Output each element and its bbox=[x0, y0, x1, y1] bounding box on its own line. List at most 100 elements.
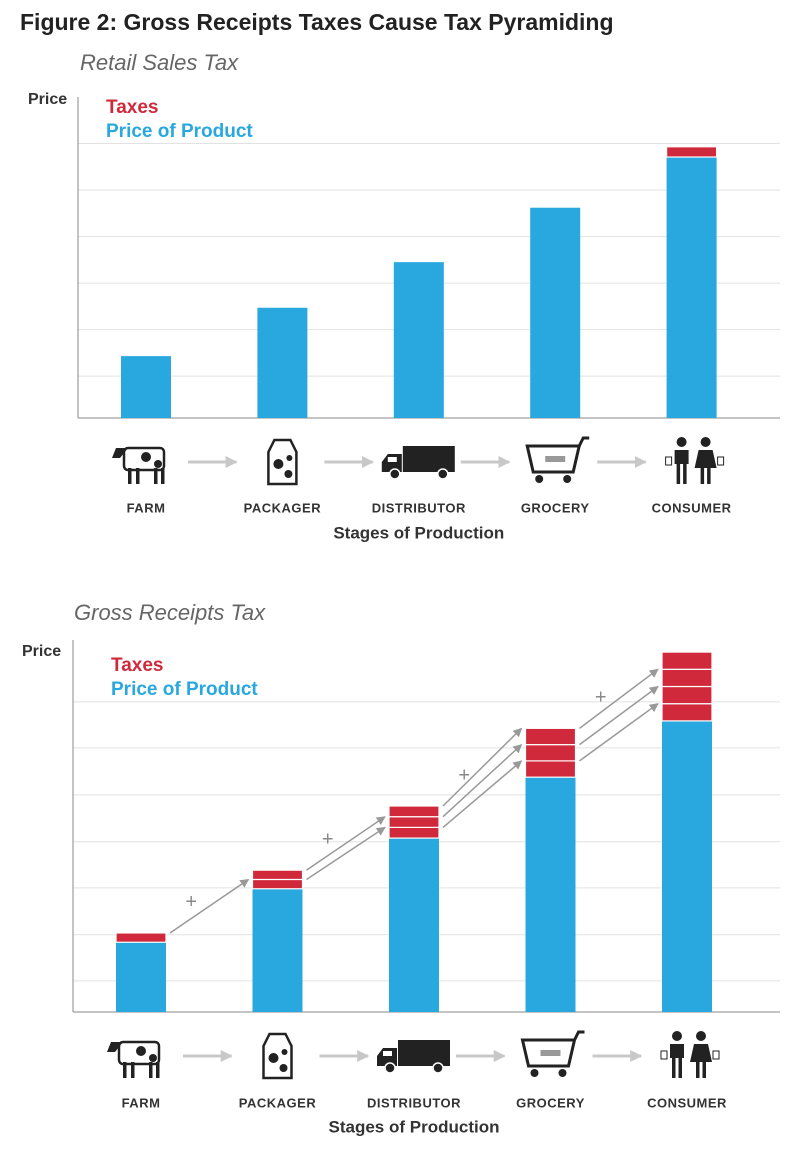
bar-segment bbox=[662, 720, 712, 1012]
stage-icon bbox=[665, 437, 725, 484]
bar-segment bbox=[257, 307, 308, 418]
pyramid-arrow bbox=[169, 878, 250, 934]
icon-part bbox=[665, 456, 673, 466]
icon-part bbox=[696, 1062, 700, 1078]
x-tick-label: PACKAGER bbox=[244, 500, 322, 515]
icon-part bbox=[112, 448, 128, 458]
x-tick-label: GROCERY bbox=[521, 500, 590, 515]
y-axis-label: Price bbox=[22, 643, 61, 660]
icon-part bbox=[670, 1044, 684, 1058]
x-tick-label: CONSUMER bbox=[647, 1095, 727, 1110]
icon-part bbox=[136, 1046, 146, 1056]
icon-part bbox=[535, 475, 544, 483]
pyramid-arrow bbox=[442, 727, 523, 807]
bar-segment bbox=[530, 207, 581, 418]
icon-part bbox=[136, 468, 140, 484]
bar-segment bbox=[524, 744, 577, 762]
x-tick-label: CONSUMER bbox=[652, 500, 732, 515]
x-tick-label: DISTRIBUTOR bbox=[367, 1095, 461, 1110]
bar-segment bbox=[666, 157, 717, 418]
annotation: + bbox=[458, 764, 470, 786]
icon-part bbox=[273, 459, 284, 469]
icon-part bbox=[676, 464, 681, 484]
stage-icon bbox=[660, 1031, 720, 1078]
x-axis-title: Stages of Production bbox=[329, 1117, 500, 1136]
icon-part bbox=[717, 456, 725, 466]
pyramid-arrow bbox=[306, 816, 386, 871]
pyramid-arrow bbox=[442, 760, 523, 828]
legend-entry: Price of Product bbox=[106, 121, 253, 142]
icon-part bbox=[573, 1030, 585, 1041]
icon-part bbox=[281, 1049, 288, 1055]
legend-entry: Price of Product bbox=[111, 679, 258, 700]
bar-segment bbox=[388, 805, 440, 818]
icon-part bbox=[286, 455, 293, 461]
pyramid-arrow bbox=[579, 685, 659, 746]
icon-part bbox=[154, 460, 162, 468]
annotation: + bbox=[322, 828, 334, 850]
stage-icon bbox=[381, 446, 455, 480]
annotation: + bbox=[185, 891, 197, 913]
icon-part bbox=[540, 1050, 561, 1056]
icon-part bbox=[674, 450, 689, 464]
icon-part bbox=[683, 464, 687, 484]
legend-entry: Taxes bbox=[111, 655, 163, 676]
icon-part bbox=[700, 468, 705, 484]
icon-part bbox=[279, 1064, 288, 1072]
icon-part bbox=[577, 436, 590, 447]
stage-icon bbox=[107, 1040, 161, 1078]
bar-segment bbox=[115, 932, 167, 943]
bar-segment bbox=[661, 651, 713, 670]
icon-part bbox=[563, 475, 572, 483]
icon-part bbox=[131, 1062, 135, 1078]
bar-segment bbox=[252, 888, 303, 1012]
icon-part bbox=[402, 446, 455, 472]
icon-part bbox=[707, 468, 711, 484]
stage-icon bbox=[525, 436, 590, 483]
icon-part bbox=[383, 1051, 392, 1056]
x-tick-label: GROCERY bbox=[516, 1095, 585, 1110]
stage-icon bbox=[262, 1032, 293, 1080]
pyramid-arrow bbox=[579, 703, 659, 762]
stage-icon bbox=[112, 446, 166, 484]
bar-segment bbox=[389, 838, 439, 1012]
icon-part bbox=[660, 1050, 668, 1060]
bar-segment bbox=[665, 146, 718, 158]
bar-segment bbox=[388, 826, 440, 839]
icon-part bbox=[432, 1062, 444, 1074]
x-tick-label: PACKAGER bbox=[239, 1095, 317, 1110]
bar-segment bbox=[525, 777, 576, 1012]
icon-part bbox=[672, 1058, 676, 1078]
bar-segment bbox=[524, 760, 577, 778]
icon-part bbox=[107, 1042, 123, 1052]
y-axis-label: Price bbox=[28, 91, 67, 108]
bar-segment bbox=[661, 685, 713, 705]
icon-part bbox=[268, 1053, 279, 1063]
x-tick-label: FARM bbox=[127, 500, 166, 515]
x-tick-label: FARM bbox=[122, 1095, 161, 1110]
icon-part bbox=[387, 457, 397, 462]
icon-part bbox=[676, 437, 687, 447]
x-axis-title: Stages of Production bbox=[333, 523, 504, 542]
icon-part bbox=[149, 1054, 157, 1062]
stage-icon bbox=[267, 438, 298, 486]
pyramid-arrow bbox=[579, 668, 659, 729]
icon-part bbox=[149, 1062, 153, 1078]
stage-icon bbox=[377, 1040, 450, 1074]
bar-segment bbox=[251, 869, 304, 881]
pyramid-arrow bbox=[306, 826, 386, 881]
legend-entry: Taxes bbox=[106, 97, 158, 118]
chart-subtitle: Retail Sales Tax bbox=[80, 50, 239, 75]
bar-segment bbox=[661, 668, 713, 688]
icon-part bbox=[384, 1062, 396, 1074]
x-tick-label: DISTRIBUTOR bbox=[372, 500, 466, 515]
bar-segment bbox=[251, 878, 304, 890]
icon-part bbox=[530, 1069, 539, 1077]
icon-part bbox=[156, 1062, 160, 1078]
icon-part bbox=[141, 452, 151, 462]
pyramid-arrow bbox=[442, 744, 523, 818]
figure-title: Figure 2: Gross Receipts Taxes Cause Tax… bbox=[20, 9, 614, 35]
icon-part bbox=[696, 1031, 706, 1041]
bar-segment bbox=[121, 356, 171, 418]
